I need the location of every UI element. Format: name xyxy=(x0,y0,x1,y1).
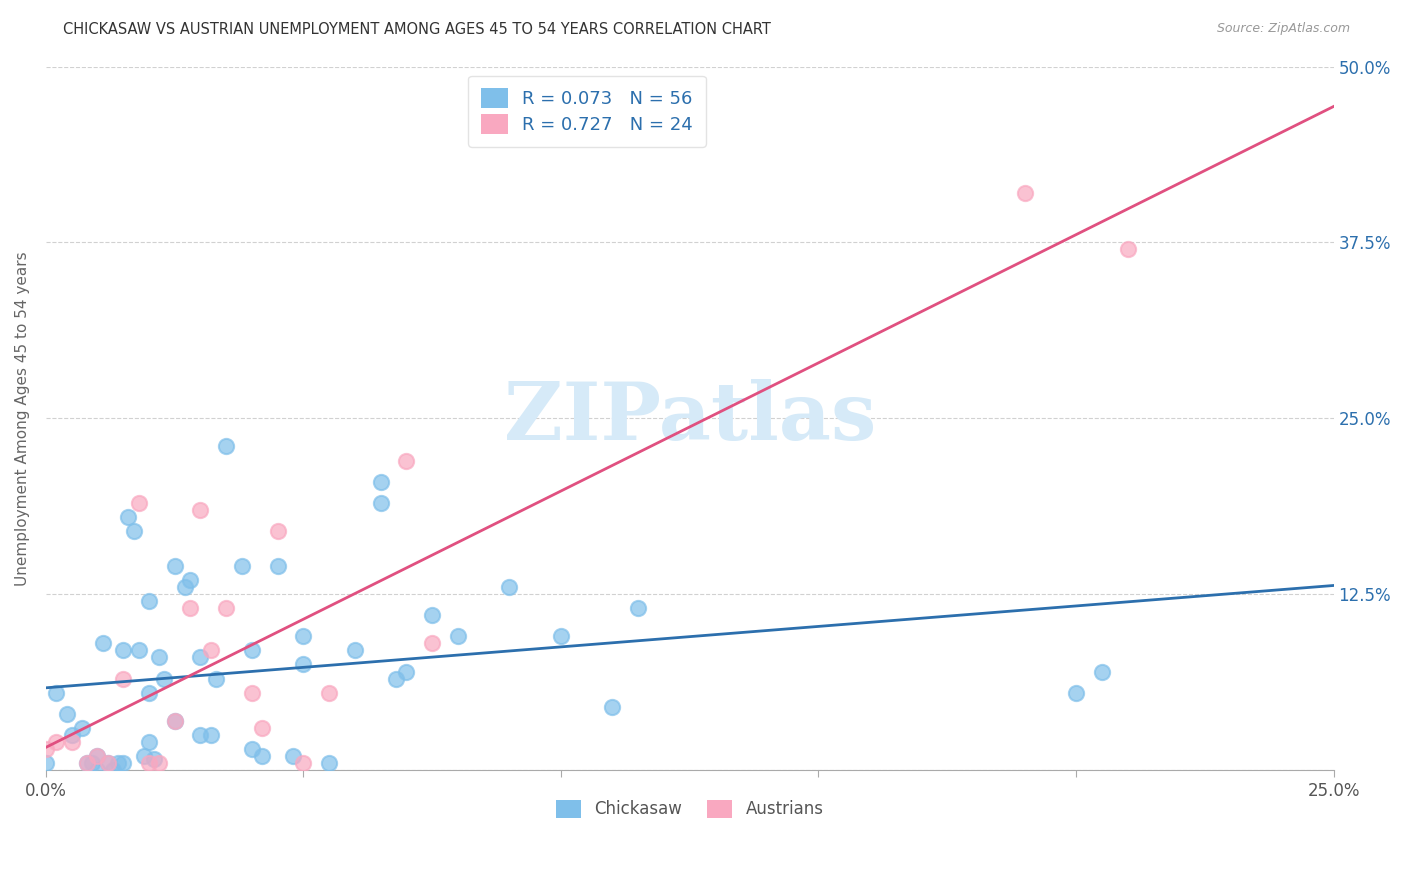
Point xyxy=(283,748,305,763)
Point xyxy=(200,728,222,742)
Point xyxy=(132,748,155,763)
Point xyxy=(420,636,443,650)
Point xyxy=(138,685,160,699)
Point xyxy=(240,742,263,756)
Point xyxy=(292,657,315,672)
Point xyxy=(447,629,470,643)
Point xyxy=(215,439,238,453)
Point xyxy=(1014,186,1036,201)
Point xyxy=(101,763,124,777)
Point xyxy=(1116,243,1139,257)
Point xyxy=(97,756,120,770)
Point xyxy=(163,559,186,574)
Point xyxy=(163,714,186,728)
Point xyxy=(190,650,212,665)
Point xyxy=(370,496,392,510)
Legend: Chickasaw, Austrians: Chickasaw, Austrians xyxy=(550,793,830,825)
Point xyxy=(1064,685,1087,699)
Point xyxy=(60,735,83,749)
Point xyxy=(138,756,160,770)
Point xyxy=(292,756,315,770)
Text: ZIPatlas: ZIPatlas xyxy=(503,379,876,458)
Point xyxy=(70,721,93,735)
Point xyxy=(200,643,222,657)
Point xyxy=(252,721,274,735)
Point xyxy=(231,559,253,574)
Point xyxy=(97,756,120,770)
Point xyxy=(550,629,572,643)
Point xyxy=(76,756,98,770)
Point xyxy=(86,763,108,777)
Point xyxy=(343,643,366,657)
Point xyxy=(385,672,408,686)
Point xyxy=(190,502,212,516)
Point xyxy=(318,756,340,770)
Point xyxy=(370,475,392,489)
Point xyxy=(148,756,170,770)
Point xyxy=(267,559,290,574)
Point xyxy=(215,601,238,615)
Point xyxy=(148,650,170,665)
Point xyxy=(179,601,201,615)
Point xyxy=(45,685,67,699)
Point xyxy=(112,643,135,657)
Point xyxy=(107,756,129,770)
Point xyxy=(179,573,201,587)
Point xyxy=(190,728,212,742)
Point xyxy=(252,748,274,763)
Point xyxy=(128,643,150,657)
Point xyxy=(395,453,418,467)
Point xyxy=(82,756,104,770)
Point xyxy=(138,735,160,749)
Point xyxy=(205,672,228,686)
Point xyxy=(267,524,290,538)
Point xyxy=(122,524,145,538)
Point xyxy=(35,742,58,756)
Point xyxy=(292,629,315,643)
Point xyxy=(153,672,176,686)
Point xyxy=(117,509,139,524)
Point xyxy=(91,636,114,650)
Point xyxy=(498,580,520,594)
Point xyxy=(602,699,624,714)
Text: CHICKASAW VS AUSTRIAN UNEMPLOYMENT AMONG AGES 45 TO 54 YEARS CORRELATION CHART: CHICKASAW VS AUSTRIAN UNEMPLOYMENT AMONG… xyxy=(63,22,770,37)
Point xyxy=(86,748,108,763)
Point xyxy=(138,594,160,608)
Point xyxy=(76,756,98,770)
Point xyxy=(174,580,197,594)
Point xyxy=(86,748,108,763)
Point xyxy=(143,752,166,766)
Point xyxy=(420,608,443,623)
Point xyxy=(627,601,650,615)
Point xyxy=(128,496,150,510)
Point xyxy=(60,728,83,742)
Point xyxy=(1091,665,1114,679)
Point xyxy=(55,706,77,721)
Point xyxy=(112,672,135,686)
Point xyxy=(35,756,58,770)
Y-axis label: Unemployment Among Ages 45 to 54 years: Unemployment Among Ages 45 to 54 years xyxy=(15,251,30,586)
Point xyxy=(395,665,418,679)
Point xyxy=(318,685,340,699)
Text: Source: ZipAtlas.com: Source: ZipAtlas.com xyxy=(1216,22,1350,36)
Point xyxy=(163,714,186,728)
Point xyxy=(45,735,67,749)
Point xyxy=(240,643,263,657)
Point xyxy=(240,685,263,699)
Point xyxy=(112,756,135,770)
